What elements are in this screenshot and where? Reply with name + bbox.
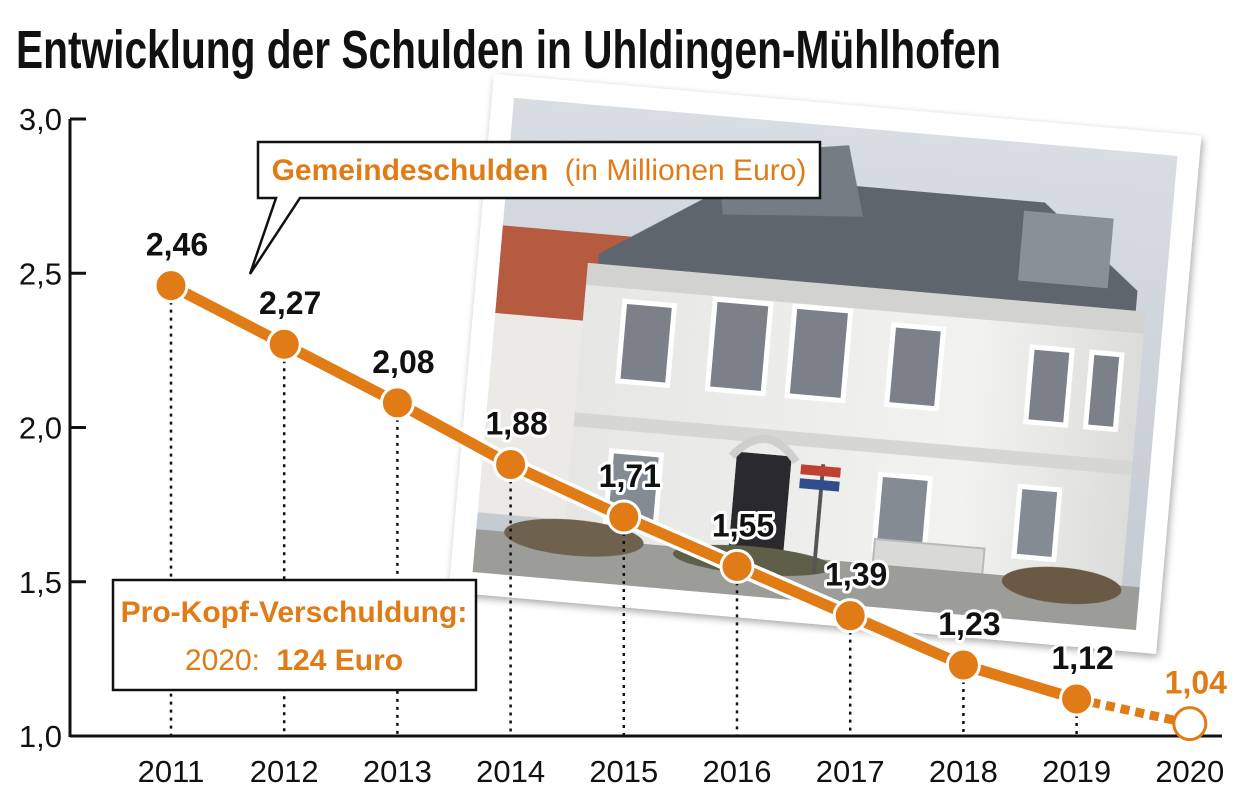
x-tick-label: 2014 [476, 754, 545, 789]
legend-callout: Gemeindeschulden (in Millionen Euro) [248, 140, 822, 275]
data-label-2015: 1,71 [599, 458, 661, 494]
data-point-2017 [832, 598, 868, 634]
data-label-2017: 1,39 [825, 557, 887, 593]
data-point-2018 [945, 647, 981, 683]
y-tick-label: 1,0 [19, 719, 62, 754]
x-tick-label: 2011 [138, 754, 205, 789]
x-tick-label: 2015 [589, 754, 658, 789]
x-tick-label: 2013 [363, 754, 432, 789]
x-tick-label: 2016 [703, 754, 772, 789]
y-tick-label: 2,5 [19, 256, 62, 291]
data-points [153, 268, 1208, 742]
x-tick-label: 2017 [816, 754, 885, 789]
data-point-2019 [1059, 681, 1095, 717]
legend-unit: (in Millionen Euro) [565, 154, 807, 187]
data-label-2016: 1,55 [712, 507, 774, 543]
data-label-2012: 2,27 [259, 285, 321, 321]
data-label-2013: 2,08 [372, 344, 434, 380]
info-value: 124 Euro [276, 644, 403, 677]
series-line-projection [1075, 694, 1191, 729]
x-tick-label: 2018 [929, 754, 998, 789]
x-tick-label: 2020 [1155, 754, 1224, 789]
x-tick-label: 2012 [250, 754, 319, 789]
y-tick-label: 3,0 [19, 102, 62, 137]
per-capita-info-box: Pro-Kopf-Verschuldung: 2020: 124 Euro [111, 578, 478, 692]
y-tick-label: 2,0 [19, 411, 62, 446]
data-point-2016 [719, 548, 755, 584]
data-point-2014 [493, 447, 529, 483]
y-axis-ticks: 1,0 1,5 2,0 2,5 3,0 [19, 102, 86, 754]
chart-title: Entwicklung der Schulden in Uhldingen-Mü… [16, 20, 1001, 80]
x-tick-label: 2019 [1042, 754, 1111, 789]
data-labels: 2,46 2,27 2,08 1,88 1,71 1,55 1,39 1,23 1,12 1,04 [143, 224, 1230, 704]
info-value-line: 2020: 124 Euro [185, 644, 403, 677]
data-label-2020: 1,04 [1165, 665, 1227, 701]
data-label-2018: 1,23 [938, 606, 1000, 642]
legend-series-name: Gemeindeschulden [272, 154, 549, 187]
data-label-2011: 2,46 [146, 227, 208, 263]
info-heading: Pro-Kopf-Verschuldung: [121, 596, 468, 629]
x-axis-ticks: 2011 2012 2013 2014 2015 2016 2017 2018 2019 2020 [138, 754, 1225, 789]
data-point-2015 [606, 499, 642, 535]
data-point-2013 [379, 385, 415, 421]
info-year: 2020: [185, 644, 260, 677]
data-point-2020 [1172, 706, 1208, 742]
data-label-2014: 1,88 [485, 406, 547, 442]
y-tick-label: 1,5 [19, 565, 62, 600]
data-label-2019: 1,12 [1051, 640, 1113, 676]
legend-label: Gemeindeschulden (in Millionen Euro) [272, 154, 807, 187]
data-point-2012 [266, 326, 302, 362]
data-point-2011 [153, 268, 189, 304]
